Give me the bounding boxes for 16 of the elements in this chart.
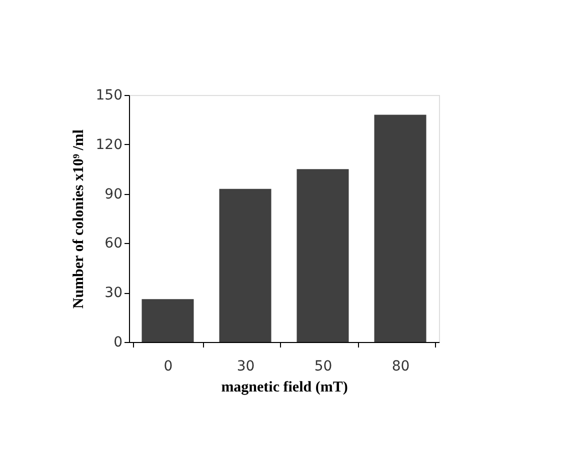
- x-tick-label: 50: [314, 358, 332, 374]
- y-tick-label: 30: [104, 285, 122, 302]
- y-tick-label: 90: [104, 186, 122, 202]
- y-axis-title: Number of colonies x10⁹ /ml: [70, 129, 87, 309]
- y-tick-label: 150: [96, 88, 122, 104]
- bar: [142, 299, 194, 342]
- bar: [296, 169, 349, 342]
- y-tick-label: 0: [114, 334, 122, 350]
- y-tick-label: 120: [96, 136, 122, 153]
- bar: [374, 114, 426, 342]
- bar: [219, 188, 272, 342]
- x-tick-label: 0: [164, 358, 173, 374]
- x-tick-label: 30: [236, 358, 255, 374]
- y-tick-label: 60: [104, 236, 122, 252]
- x-axis-title: magnetic field (mT): [221, 380, 348, 396]
- x-tick-label: 80: [392, 358, 410, 374]
